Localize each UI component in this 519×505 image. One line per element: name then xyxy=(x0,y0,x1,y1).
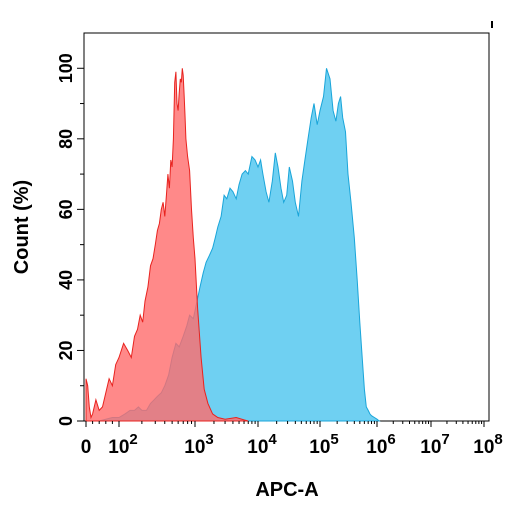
x-axis-ticks: 0 102 103 104 105 106 107 108 xyxy=(81,421,503,458)
series-layer xyxy=(85,68,381,422)
plot-area: 0 20 40 60 80 100 0 102 103 104 105 106 107 108 xyxy=(56,32,503,458)
x-tick-label: 102 xyxy=(108,431,137,458)
x-tick-label: 104 xyxy=(247,431,277,458)
y-tick-label: 80 xyxy=(56,129,76,149)
corner-marker xyxy=(491,21,493,28)
x-tick-label: 108 xyxy=(473,431,502,458)
x-tick-label: 107 xyxy=(420,431,449,458)
x-tick-label: 106 xyxy=(366,431,395,458)
series-area-1 xyxy=(85,68,249,422)
y-tick-label: 60 xyxy=(56,199,76,219)
y-axis-ticks: 0 20 40 60 80 100 xyxy=(56,53,84,426)
x-axis-title: APC-A xyxy=(255,479,318,501)
x-tick-label: 103 xyxy=(184,431,213,458)
y-tick-label: 100 xyxy=(56,53,76,83)
x-tick-label: 0 xyxy=(81,437,92,458)
y-tick-label: 40 xyxy=(56,270,76,290)
x-tick-label: 105 xyxy=(309,431,338,458)
y-tick-label: 0 xyxy=(56,416,76,426)
y-tick-label: 20 xyxy=(56,340,76,360)
y-axis-title: Count (%) xyxy=(11,180,33,274)
